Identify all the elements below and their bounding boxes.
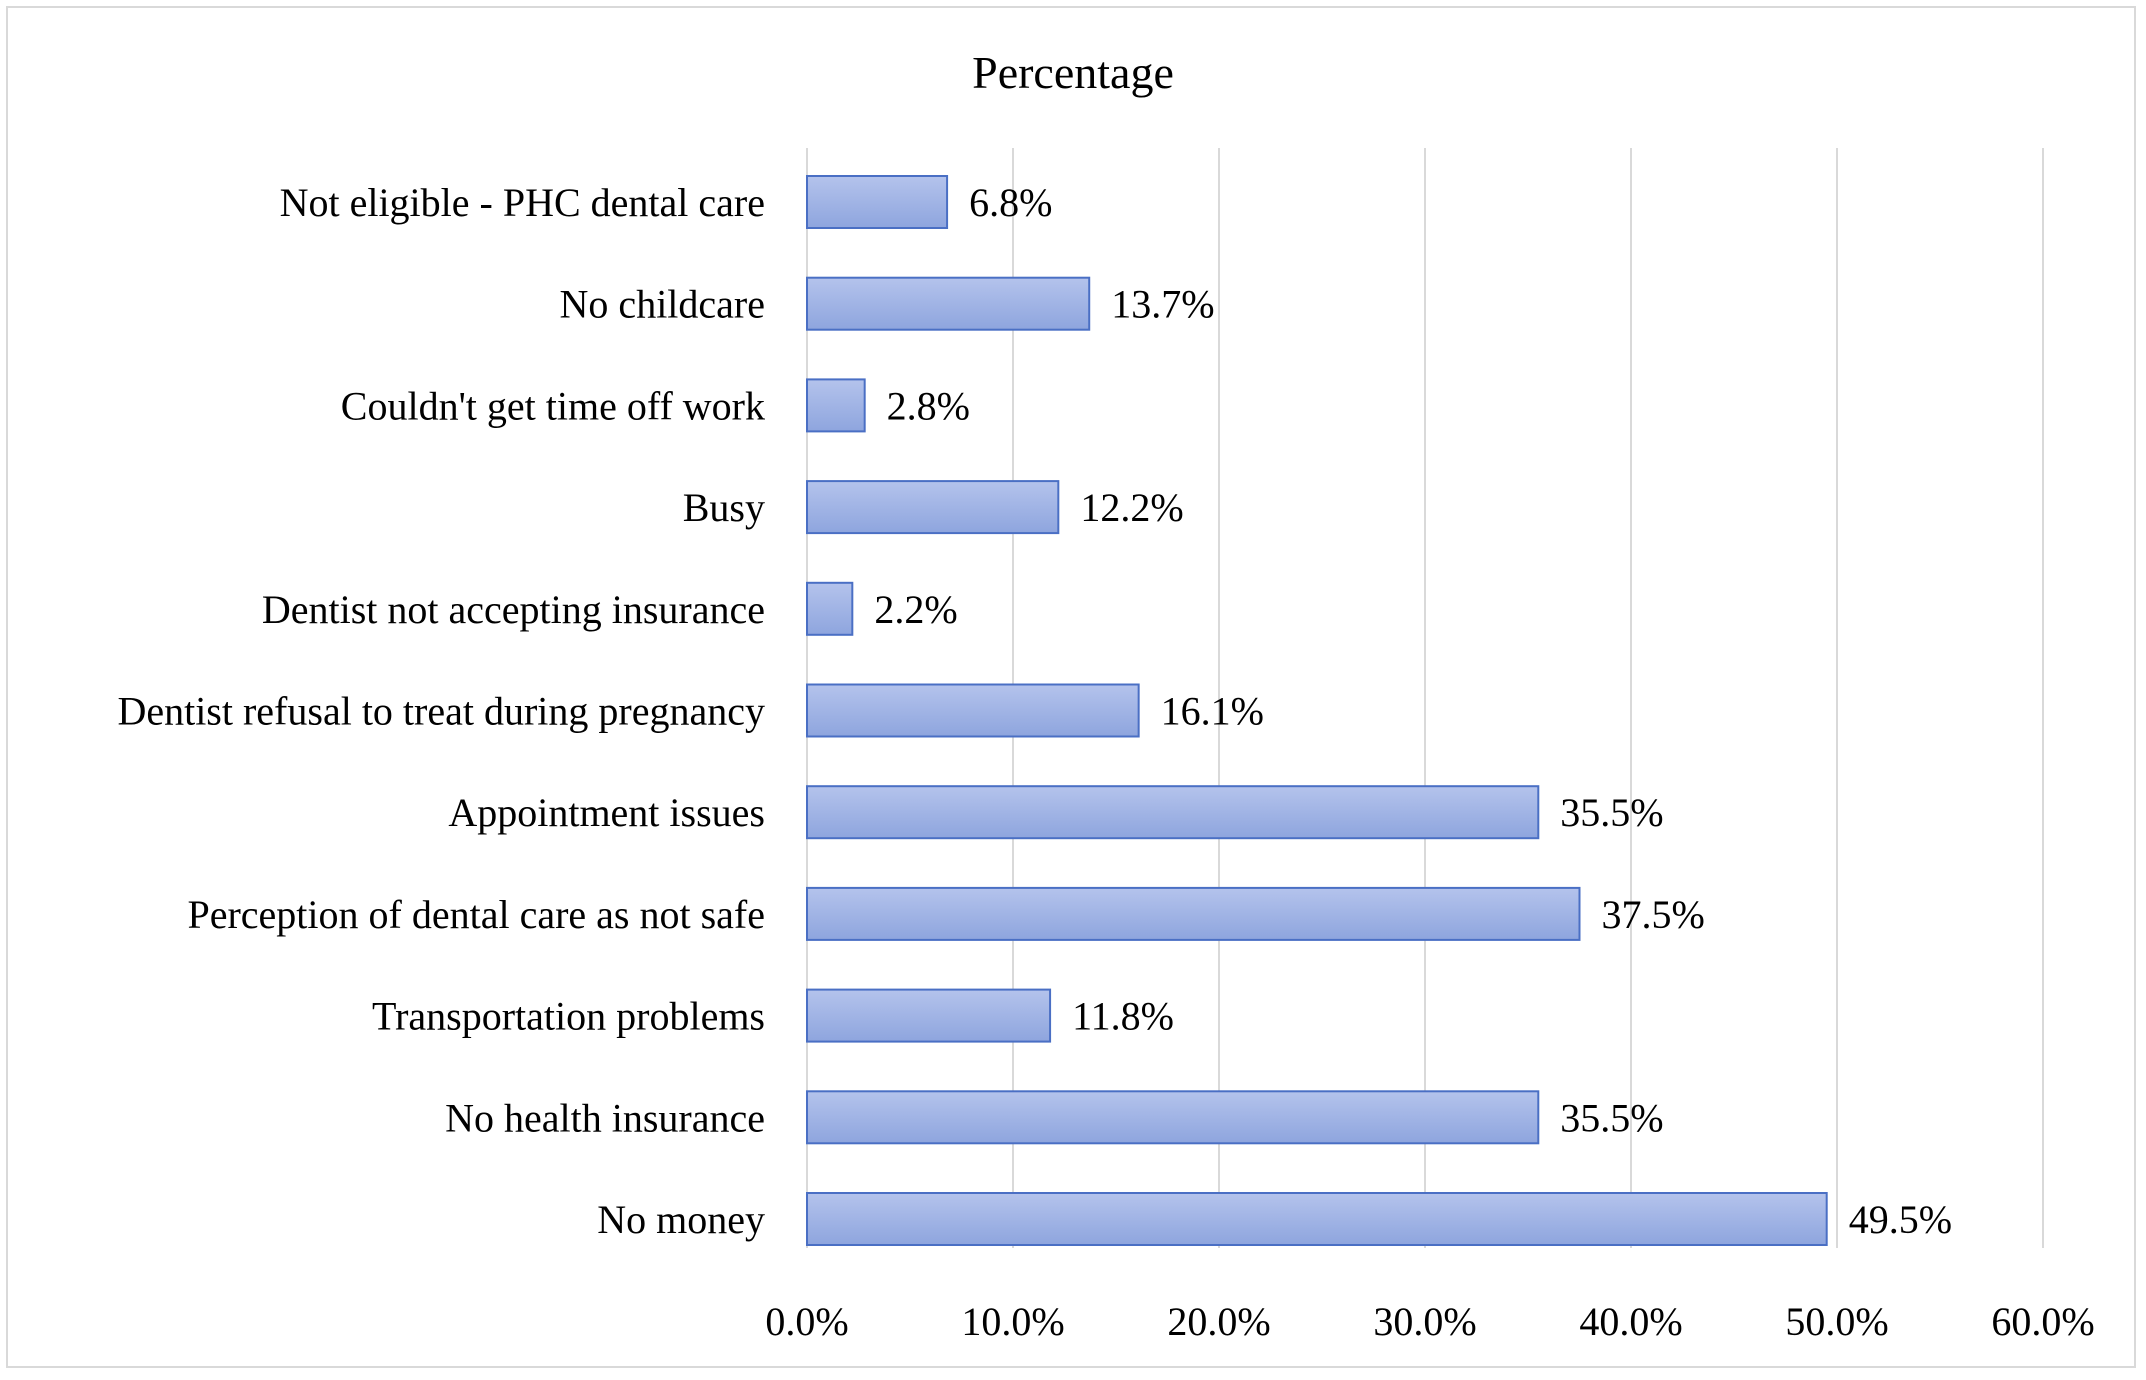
gridlines [806, 148, 2044, 1248]
bar [806, 1192, 1828, 1246]
data-label: 37.5% [1602, 892, 1705, 937]
x-axis-tick-labels: 0.0% 10.0% 20.0% 30.0% 40.0% 50.0% 60.0% [765, 1299, 2094, 1344]
data-label: 13.7% [1111, 282, 1214, 327]
data-label: 35.5% [1560, 790, 1663, 835]
data-label: 2.8% [887, 383, 970, 428]
data-label: 16.1% [1161, 689, 1264, 734]
bar [806, 785, 1540, 840]
bar [806, 175, 949, 229]
x-tick-label: 40.0% [1579, 1299, 1682, 1344]
bar [806, 480, 1060, 535]
category-label: Not eligible - PHC dental care [280, 180, 765, 225]
data-labels: 6.8% 13.7% 2.8% 12.2% 2.2% 16.1% 35.5% 37.5% 11.… [874, 180, 1952, 1242]
bar [806, 581, 854, 636]
x-tick-label: 0.0% [765, 1299, 848, 1344]
bar [806, 886, 1581, 941]
category-label: Transportation problems [372, 994, 765, 1039]
chart-title: Percentage [972, 47, 1174, 98]
data-label: 11.8% [1072, 994, 1174, 1039]
data-label: 2.2% [874, 587, 957, 632]
bar [806, 988, 1052, 1043]
category-label: Perception of dental care as not safe [187, 892, 765, 937]
x-tick-label: 50.0% [1785, 1299, 1888, 1344]
category-label: No childcare [560, 282, 765, 327]
category-labels: Not eligible - PHC dental care No childca… [117, 180, 765, 1242]
x-tick-label: 10.0% [961, 1299, 1064, 1344]
bar [806, 683, 1140, 738]
x-tick-label: 30.0% [1373, 1299, 1476, 1344]
x-tick-label: 60.0% [1991, 1299, 2094, 1344]
category-label: No health insurance [445, 1095, 765, 1140]
category-label: No money [597, 1197, 765, 1242]
x-tick-label: 20.0% [1167, 1299, 1270, 1344]
category-label: Appointment issues [448, 790, 765, 835]
bar [806, 1090, 1540, 1145]
data-label: 35.5% [1560, 1095, 1663, 1140]
category-label: Couldn't get time off work [341, 383, 765, 428]
bars [806, 175, 1828, 1246]
bar [806, 276, 1091, 331]
data-label: 12.2% [1080, 485, 1183, 530]
category-label: Dentist not accepting insurance [262, 587, 765, 632]
category-label: Dentist refusal to treat during pregnanc… [117, 689, 765, 734]
data-label: 49.5% [1849, 1197, 1952, 1242]
bar [806, 378, 866, 433]
data-label: 6.8% [969, 180, 1052, 225]
category-label: Busy [683, 485, 765, 530]
